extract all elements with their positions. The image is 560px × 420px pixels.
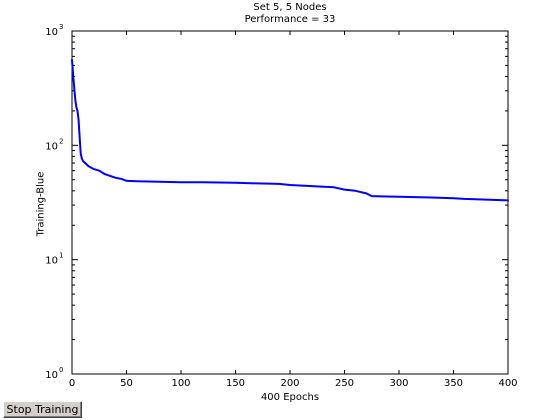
x-tick-label: 0 bbox=[69, 378, 75, 389]
y-tick-label-exponent: 0 bbox=[59, 366, 63, 374]
x-tick-label: 250 bbox=[335, 378, 354, 389]
y-axis-label: Training-Blue bbox=[35, 171, 47, 237]
y-tick-label-exponent: 3 bbox=[59, 23, 63, 31]
chart-subtitle: Performance = 33 bbox=[244, 14, 336, 25]
x-tick-label: 350 bbox=[444, 378, 463, 389]
x-axis-label: 400 Epochs bbox=[260, 392, 320, 403]
y-tick-label: 10 bbox=[45, 141, 58, 152]
x-tick-label: 400 bbox=[498, 378, 517, 389]
stop-training-button[interactable]: Stop Training bbox=[3, 401, 82, 418]
training-series-line bbox=[71, 58, 509, 202]
chart-title: Set 5, 5 Nodes bbox=[253, 2, 327, 13]
y-tick-label: 10 bbox=[45, 27, 58, 38]
y-tick-label-exponent: 2 bbox=[59, 137, 63, 145]
x-tick-label: 200 bbox=[280, 378, 299, 389]
y-tick-label-exponent: 1 bbox=[59, 252, 63, 260]
x-tick-label: 150 bbox=[226, 378, 245, 389]
x-tick-label: 50 bbox=[120, 378, 133, 389]
y-tick-label: 10 bbox=[45, 256, 58, 267]
plot-area bbox=[71, 30, 509, 375]
y-tick-label: 10 bbox=[45, 370, 58, 381]
x-tick-label: 100 bbox=[171, 378, 190, 389]
x-tick-label: 300 bbox=[389, 378, 408, 389]
